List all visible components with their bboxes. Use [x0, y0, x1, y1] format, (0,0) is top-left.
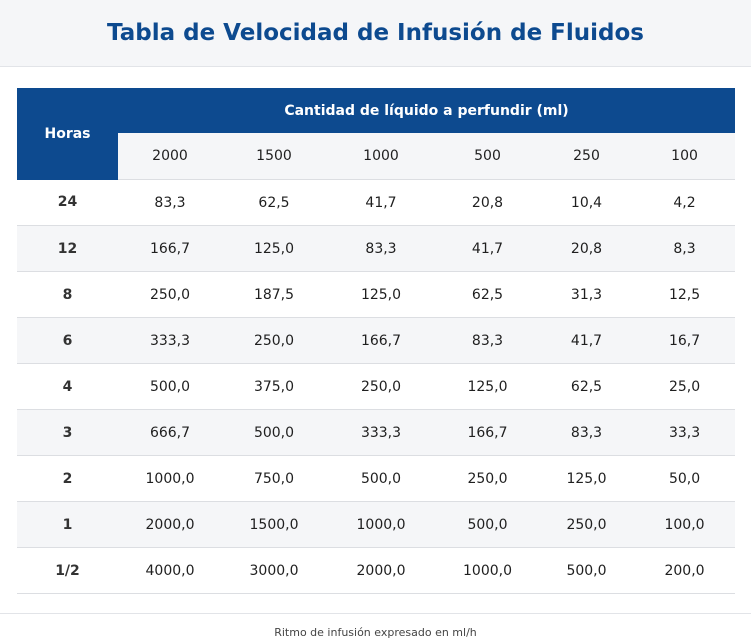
hours-cell: 8	[17, 271, 118, 318]
volume-column-header: 1000	[326, 133, 436, 180]
rate-cell: 125,0	[436, 363, 539, 410]
rate-cell: 4000,0	[118, 547, 222, 594]
rate-cell: 2000,0	[326, 547, 436, 594]
page-header: Tabla de Velocidad de Infusión de Fluido…	[0, 0, 751, 67]
rate-cell: 62,5	[222, 179, 326, 226]
rate-cell: 62,5	[539, 363, 634, 410]
table-row: 8 250,0 187,5 125,0 62,5 31,3 12,5	[17, 271, 736, 318]
rate-cell: 250,0	[118, 271, 222, 318]
rate-cell: 20,8	[436, 179, 539, 226]
rate-cell: 33,3	[634, 409, 736, 456]
rate-cell: 1000,0	[326, 501, 436, 548]
volume-column-header: 500	[436, 133, 539, 180]
rate-cell: 250,0	[436, 455, 539, 502]
rate-cell: 12,5	[634, 271, 736, 318]
rate-cell: 8,3	[634, 225, 736, 272]
rate-cell: 4,2	[634, 179, 736, 226]
rate-cell: 500,0	[118, 363, 222, 410]
table-row: 1 2000,0 1500,0 1000,0 500,0 250,0 100,0	[17, 501, 736, 548]
rate-cell: 83,3	[539, 409, 634, 456]
hours-cell: 6	[17, 317, 118, 364]
table-row: 12 166,7 125,0 83,3 41,7 20,8 8,3	[17, 225, 736, 272]
table-row: 1/2 4000,0 3000,0 2000,0 1000,0 500,0 200,0	[17, 547, 736, 594]
rate-cell: 333,3	[326, 409, 436, 456]
hours-cell: 1	[17, 501, 118, 548]
table-header-row: Horas Cantidad de líquido a perfundir (m…	[17, 88, 736, 180]
rate-cell: 10,4	[539, 179, 634, 226]
hours-cell: 2	[17, 455, 118, 502]
rate-cell: 31,3	[539, 271, 634, 318]
rate-cell: 41,7	[326, 179, 436, 226]
rate-cell: 20,8	[539, 225, 634, 272]
rate-cell: 166,7	[326, 317, 436, 364]
rate-cell: 250,0	[326, 363, 436, 410]
rate-cell: 2000,0	[118, 501, 222, 548]
table-row: 3 666,7 500,0 333,3 166,7 83,3 33,3	[17, 409, 736, 456]
rate-cell: 41,7	[539, 317, 634, 364]
rate-cell: 3000,0	[222, 547, 326, 594]
infusion-table-container: Horas Cantidad de líquido a perfundir (m…	[17, 88, 736, 594]
rate-cell: 100,0	[634, 501, 736, 548]
rate-cell: 166,7	[118, 225, 222, 272]
volume-header-row: 2000 1500 1000 500 250 100	[17, 133, 736, 180]
rate-cell: 1000,0	[118, 455, 222, 502]
rate-cell: 500,0	[539, 547, 634, 594]
rate-cell: 375,0	[222, 363, 326, 410]
rate-cell: 500,0	[326, 455, 436, 502]
volume-column-header: 250	[539, 133, 634, 180]
rate-cell: 125,0	[539, 455, 634, 502]
rate-cell: 500,0	[436, 501, 539, 548]
rate-cell: 83,3	[326, 225, 436, 272]
table-row: 4 500,0 375,0 250,0 125,0 62,5 25,0	[17, 363, 736, 410]
rate-cell: 1500,0	[222, 501, 326, 548]
rate-cell: 187,5	[222, 271, 326, 318]
footer-note: Ritmo de infusión expresado en ml/h	[274, 625, 477, 639]
rate-cell: 500,0	[222, 409, 326, 456]
rate-cell: 250,0	[222, 317, 326, 364]
rate-cell: 50,0	[634, 455, 736, 502]
rate-cell: 333,3	[118, 317, 222, 364]
rate-cell: 125,0	[326, 271, 436, 318]
hours-cell: 4	[17, 363, 118, 410]
rate-cell: 250,0	[539, 501, 634, 548]
table-body: 24 83,3 62,5 41,7 20,8 10,4 4,2 12 166,7 125,0 83,…	[17, 179, 736, 594]
volume-column-header: 1500	[222, 133, 326, 180]
hours-cell: 24	[17, 179, 118, 226]
rate-cell: 83,3	[118, 179, 222, 226]
table-row: 24 83,3 62,5 41,7 20,8 10,4 4,2	[17, 179, 736, 226]
hours-cell: 12	[17, 225, 118, 272]
table-row: 6 333,3 250,0 166,7 83,3 41,7 16,7	[17, 317, 736, 364]
rate-cell: 750,0	[222, 455, 326, 502]
table-row: 2 1000,0 750,0 500,0 250,0 125,0 50,0	[17, 455, 736, 502]
volume-column-header: 100	[634, 133, 736, 180]
rate-cell: 16,7	[634, 317, 736, 364]
rate-cell: 25,0	[634, 363, 736, 410]
page-title: Tabla de Velocidad de Infusión de Fluido…	[106, 20, 644, 46]
rate-cell: 166,7	[436, 409, 539, 456]
page-footer: Ritmo de infusión expresado en ml/h	[0, 613, 751, 644]
rate-cell: 1000,0	[436, 547, 539, 594]
rate-cell: 62,5	[436, 271, 539, 318]
volume-group-header: Cantidad de líquido a perfundir (ml)	[118, 88, 736, 133]
rate-cell: 83,3	[436, 317, 539, 364]
infusion-rate-table: Horas Cantidad de líquido a perfundir (m…	[17, 88, 736, 594]
hours-column-header: Horas	[17, 88, 118, 180]
rate-cell: 125,0	[222, 225, 326, 272]
rate-cell: 666,7	[118, 409, 222, 456]
hours-cell: 1/2	[17, 547, 118, 594]
volume-column-header: 2000	[118, 133, 222, 180]
rate-cell: 41,7	[436, 225, 539, 272]
hours-cell: 3	[17, 409, 118, 456]
rate-cell: 200,0	[634, 547, 736, 594]
